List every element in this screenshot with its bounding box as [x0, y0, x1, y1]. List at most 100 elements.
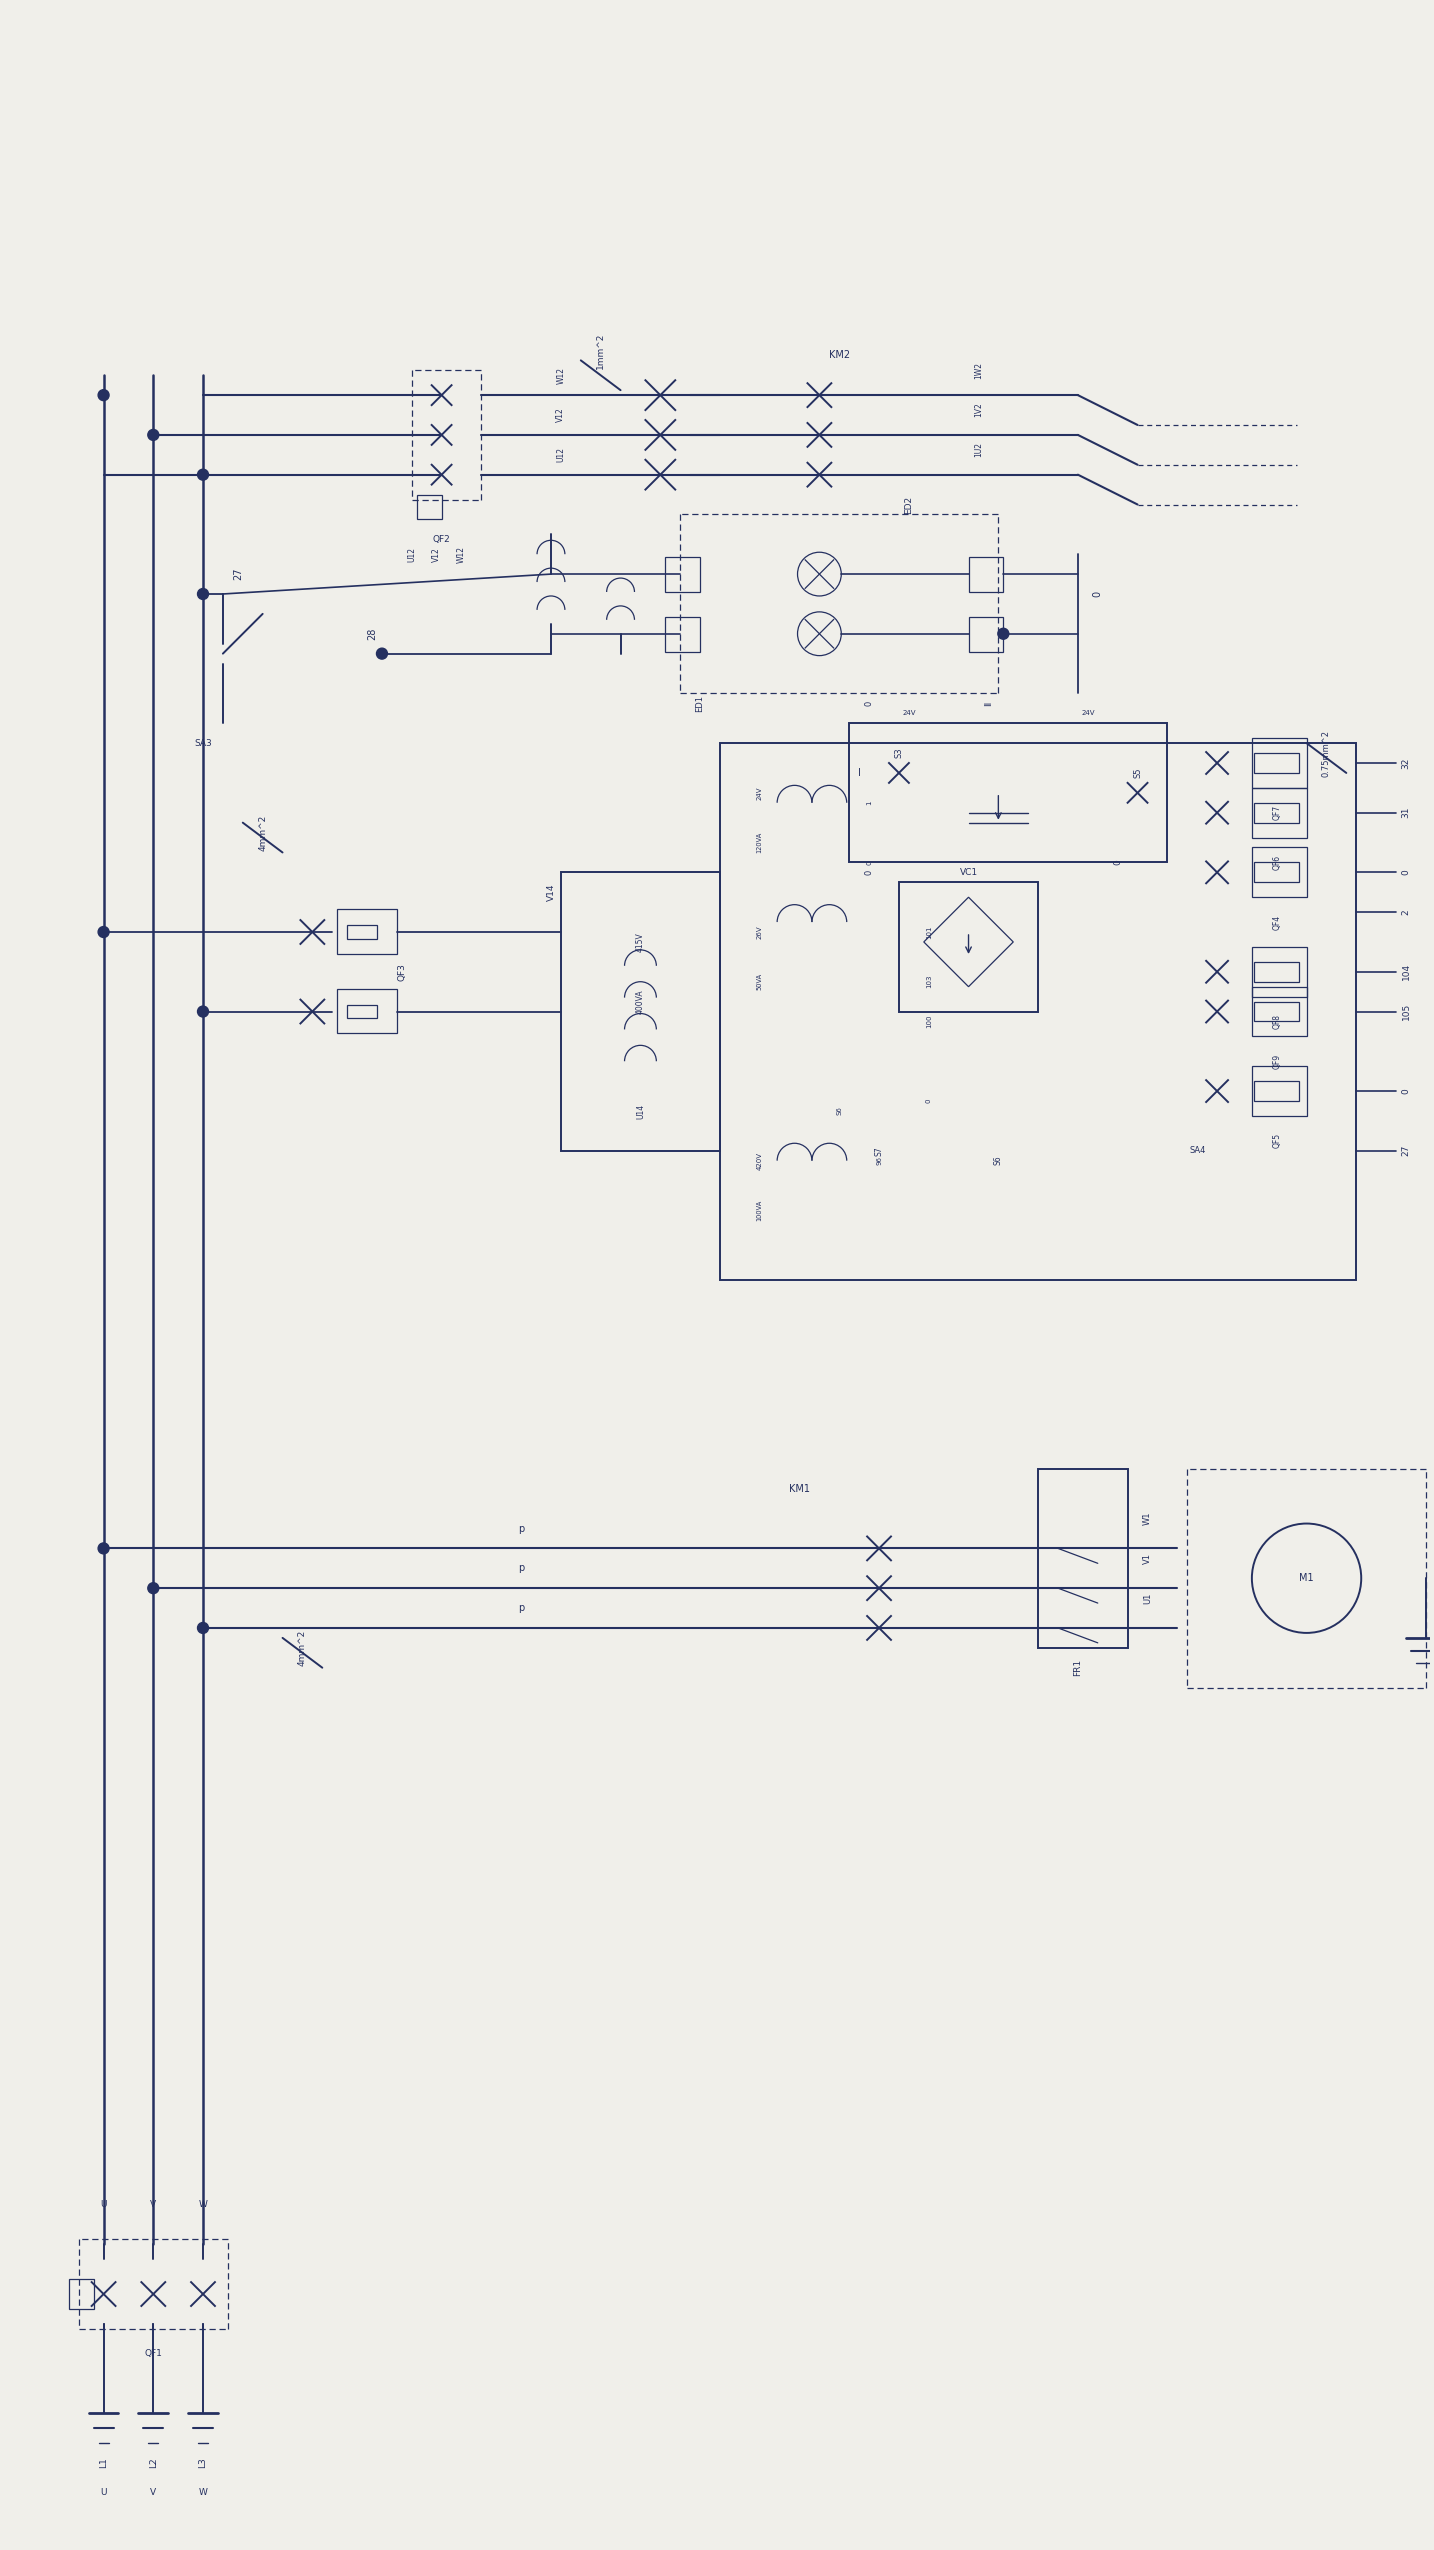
Bar	[1255, 1081, 1299, 1102]
Bar	[1255, 1002, 1299, 1023]
Text: 1U2: 1U2	[974, 441, 982, 456]
Circle shape	[98, 390, 109, 400]
Text: 32: 32	[1401, 757, 1411, 768]
Text: 28: 28	[367, 627, 377, 640]
Text: 105: 105	[1401, 1002, 1411, 1020]
Text: S6: S6	[836, 1107, 842, 1114]
Text: W: W	[198, 2201, 208, 2208]
Text: 4mm^2: 4mm^2	[298, 1629, 307, 1665]
Bar	[849, 724, 1167, 862]
Text: 31: 31	[1401, 806, 1411, 819]
Text: QF6: QF6	[1272, 854, 1281, 870]
Bar	[1038, 1469, 1127, 1647]
Bar	[347, 926, 377, 938]
Text: 1: 1	[866, 801, 872, 806]
Text: 27: 27	[1401, 1145, 1411, 1155]
Text: U12: U12	[407, 546, 416, 561]
Bar	[561, 872, 720, 1150]
Text: 24V: 24V	[902, 711, 916, 717]
Bar	[1255, 803, 1299, 824]
Bar	[968, 617, 1004, 653]
Text: W12: W12	[556, 367, 565, 382]
Bar	[337, 910, 397, 954]
Bar	[347, 1005, 377, 1017]
Text: V1: V1	[1143, 1553, 1152, 1563]
Text: W: W	[198, 2489, 208, 2496]
Circle shape	[198, 1007, 208, 1017]
Text: 0: 0	[1401, 1089, 1411, 1094]
Bar	[1252, 1066, 1306, 1117]
Text: p: p	[518, 1604, 525, 1614]
Text: W1: W1	[1143, 1512, 1152, 1525]
Bar	[665, 558, 700, 592]
Text: U12: U12	[556, 446, 565, 462]
Bar	[1255, 961, 1299, 982]
Text: 415V: 415V	[635, 933, 645, 951]
Text: W12: W12	[457, 546, 466, 564]
Text: L3: L3	[198, 2458, 208, 2468]
Text: 4mm^2: 4mm^2	[258, 813, 267, 852]
Bar	[968, 558, 1004, 592]
Text: ED2: ED2	[905, 495, 913, 513]
Text: 0: 0	[926, 1099, 932, 1104]
Text: 1W2: 1W2	[974, 362, 982, 380]
Text: S5: S5	[1133, 768, 1141, 778]
Text: L1: L1	[99, 2458, 108, 2468]
Bar	[1252, 946, 1306, 997]
Bar	[1252, 847, 1306, 898]
Text: 101: 101	[926, 926, 932, 938]
Text: II: II	[984, 701, 992, 706]
Text: FR1: FR1	[1074, 1660, 1083, 1675]
Text: KM2: KM2	[829, 349, 850, 360]
Circle shape	[198, 469, 208, 479]
Circle shape	[377, 648, 387, 658]
Text: 0: 0	[1093, 592, 1103, 597]
Circle shape	[148, 1584, 159, 1594]
Text: 2: 2	[1401, 910, 1411, 915]
Bar	[665, 617, 700, 653]
Text: V: V	[151, 2489, 156, 2496]
Text: 96: 96	[876, 1155, 882, 1165]
Text: QF2: QF2	[433, 536, 450, 543]
Bar	[720, 742, 1357, 1280]
Text: 27: 27	[232, 569, 242, 581]
Text: 120VA: 120VA	[757, 831, 763, 854]
Text: KM1: KM1	[789, 1484, 810, 1494]
Text: U: U	[100, 2489, 108, 2496]
Text: 104: 104	[1401, 964, 1411, 979]
Text: 0: 0	[865, 701, 873, 706]
Text: S7: S7	[875, 1145, 883, 1155]
Text: 24V: 24V	[757, 785, 763, 801]
Text: M1: M1	[1299, 1573, 1314, 1584]
Text: I: I	[858, 768, 860, 778]
Text: V14: V14	[546, 882, 555, 900]
Text: U1: U1	[1143, 1591, 1152, 1604]
Circle shape	[198, 589, 208, 599]
Text: 420V: 420V	[757, 1153, 763, 1170]
Text: 1V2: 1V2	[974, 403, 982, 418]
Text: V12: V12	[432, 546, 442, 561]
Text: S6: S6	[994, 1155, 1002, 1165]
Bar	[1252, 987, 1306, 1035]
Bar	[1252, 788, 1306, 836]
Bar	[1255, 752, 1299, 773]
Bar	[1255, 862, 1299, 882]
Text: QF9: QF9	[1272, 1053, 1281, 1068]
Text: p: p	[518, 1522, 525, 1533]
Text: QF1: QF1	[145, 2349, 162, 2359]
Bar	[1252, 737, 1306, 788]
Text: 400VA: 400VA	[635, 989, 645, 1015]
Text: V: V	[151, 2201, 156, 2208]
Circle shape	[98, 926, 109, 938]
Text: 0: 0	[1113, 859, 1123, 864]
Text: VC1: VC1	[959, 867, 978, 877]
Text: QF7: QF7	[1272, 806, 1281, 821]
Text: 0: 0	[865, 870, 873, 875]
Text: 50VA: 50VA	[757, 974, 763, 989]
Circle shape	[148, 428, 159, 441]
Text: 0: 0	[1401, 870, 1411, 875]
Bar	[337, 989, 397, 1033]
Text: V12: V12	[556, 408, 565, 423]
Text: 100VA: 100VA	[757, 1198, 763, 1221]
Circle shape	[198, 1622, 208, 1635]
